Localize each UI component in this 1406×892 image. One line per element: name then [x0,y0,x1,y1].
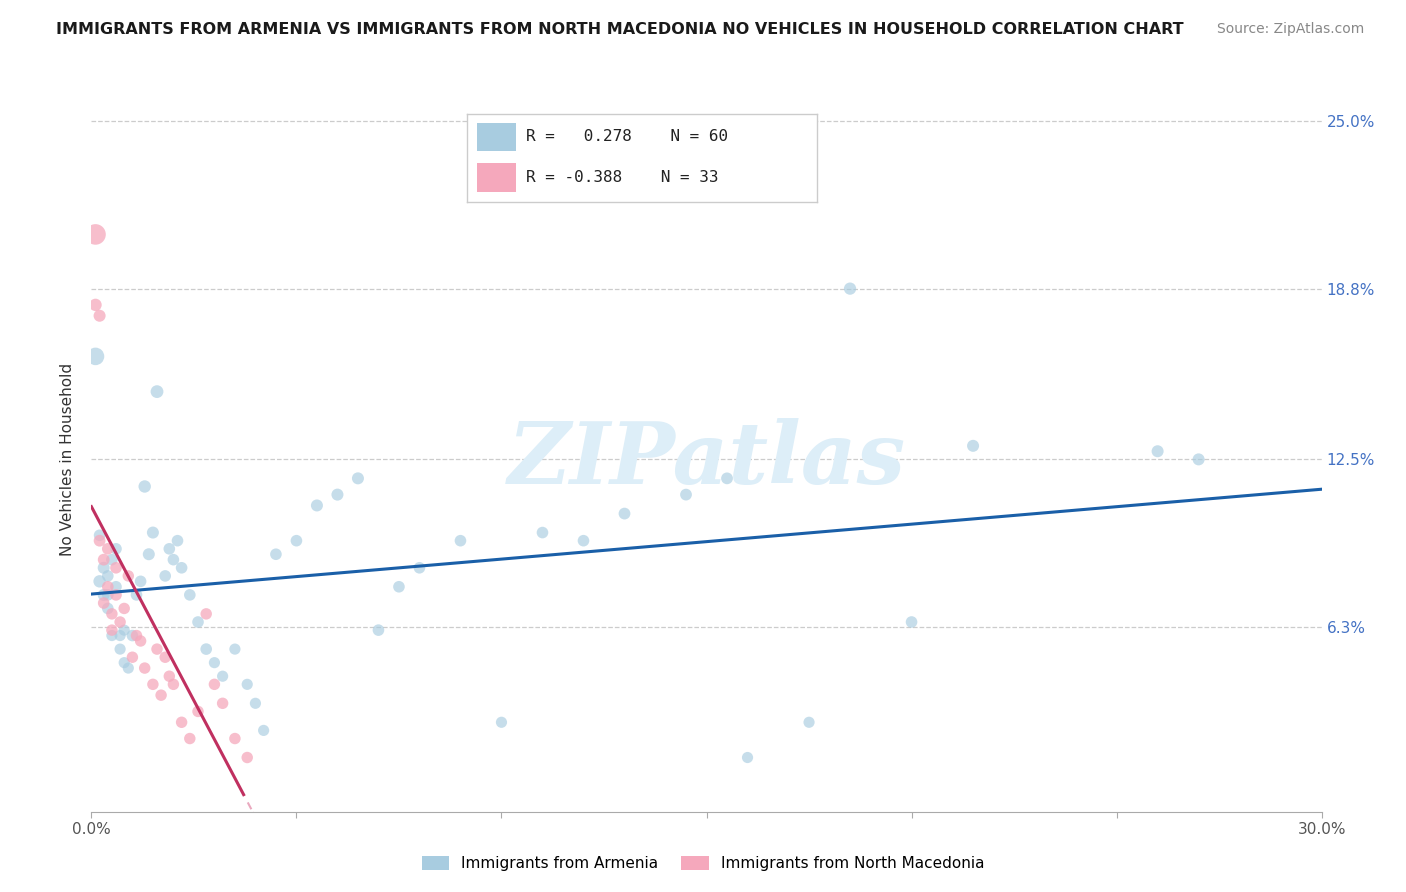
Point [146,384,169,399]
Point [89,309,111,323]
Point [162,552,184,566]
Point [97,580,120,594]
Text: Source: ZipAtlas.com: Source: ZipAtlas.com [1216,22,1364,37]
Point [716,471,738,485]
Point [326,487,349,501]
Point [839,282,862,296]
Point [101,607,124,621]
Point [93,588,115,602]
Point [108,642,131,657]
Point [202,656,225,670]
Point [97,541,120,556]
Point [388,580,411,594]
Point [179,588,201,602]
Point [962,439,984,453]
Point [572,533,595,548]
Point [101,552,124,566]
Point [142,525,165,540]
Y-axis label: No Vehicles in Household: No Vehicles in Household [60,363,76,556]
Point [105,588,127,602]
Point [112,623,135,637]
Point [153,650,177,665]
Point [97,588,120,602]
Point [1146,444,1168,458]
Point [134,661,156,675]
Point [105,561,127,575]
Point [112,601,135,615]
Point [89,574,111,589]
Legend: Immigrants from Armenia, Immigrants from North Macedonia: Immigrants from Armenia, Immigrants from… [415,849,991,877]
Point [1187,452,1209,467]
Point [93,561,115,575]
Point [187,615,209,629]
Point [179,731,201,746]
Point [531,525,554,540]
Point [449,533,471,548]
Point [211,696,233,710]
Point [170,715,193,730]
Point [613,507,636,521]
Point [108,615,131,629]
Point [138,547,160,561]
Point [129,574,152,589]
Point [105,541,127,556]
Point [245,696,267,710]
Point [253,723,276,738]
Point [117,569,139,583]
Point [84,298,107,312]
Point [737,750,759,764]
Point [101,628,124,642]
Point [305,499,328,513]
Point [202,677,225,691]
Point [285,533,308,548]
Point [195,642,218,657]
Point [108,628,131,642]
Point [675,487,697,501]
Point [187,705,209,719]
Point [153,569,177,583]
Point [129,634,152,648]
Point [367,623,389,637]
Point [157,669,180,683]
Point [162,677,184,691]
Point [491,715,513,730]
Point [797,715,820,730]
Point [195,607,218,621]
Point [84,227,107,242]
Point [105,580,127,594]
Point [89,533,111,548]
Point [236,750,259,764]
Point [146,642,169,657]
Point [89,528,111,542]
Point [97,601,120,615]
Point [150,688,173,702]
Point [142,677,165,691]
Point [101,623,124,637]
Point [84,350,107,364]
Point [97,569,120,583]
Point [170,561,193,575]
Point [121,628,143,642]
Point [224,731,246,746]
Point [93,552,115,566]
Point [117,661,139,675]
Point [408,561,430,575]
Point [125,628,148,642]
Point [93,596,115,610]
Point [264,547,287,561]
Point [347,471,370,485]
Point [134,479,156,493]
Text: ZIPatlas: ZIPatlas [508,417,905,501]
Point [121,650,143,665]
Point [166,533,188,548]
Point [900,615,922,629]
Point [224,642,246,657]
Point [157,541,180,556]
Point [112,656,135,670]
Text: IMMIGRANTS FROM ARMENIA VS IMMIGRANTS FROM NORTH MACEDONIA NO VEHICLES IN HOUSEH: IMMIGRANTS FROM ARMENIA VS IMMIGRANTS FR… [56,22,1184,37]
Point [236,677,259,691]
Point [125,588,148,602]
Point [211,669,233,683]
